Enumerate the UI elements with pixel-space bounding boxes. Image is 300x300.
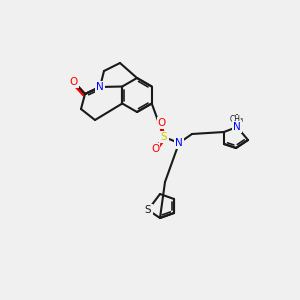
Text: O: O [158,118,166,128]
Text: N: N [96,82,104,92]
Text: N: N [233,122,241,132]
Text: O: O [151,144,159,154]
Text: N: N [175,138,183,148]
Text: O: O [70,77,78,87]
Text: S: S [145,205,151,215]
Text: CH₃: CH₃ [230,116,244,124]
Text: S: S [161,132,167,142]
